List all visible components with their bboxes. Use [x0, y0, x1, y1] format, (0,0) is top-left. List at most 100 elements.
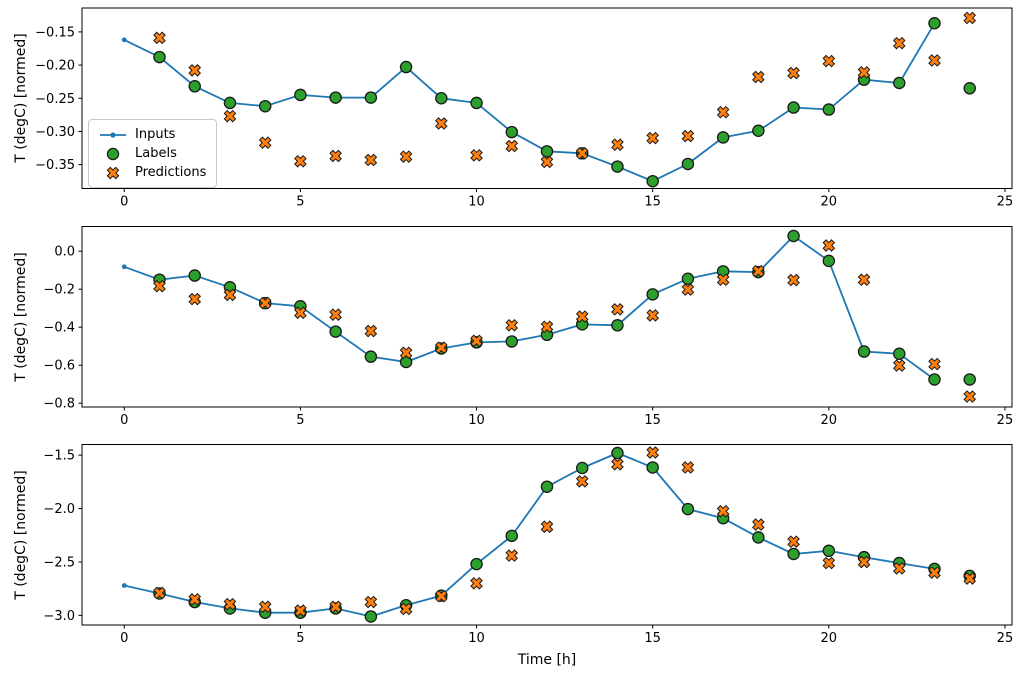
label-point	[364, 610, 378, 623]
label-point	[822, 544, 836, 558]
prediction-point	[258, 136, 272, 150]
label-point	[822, 103, 836, 116]
axes-frame	[81, 444, 1013, 626]
prediction-point	[822, 239, 836, 252]
label-point	[364, 350, 378, 363]
prediction-point	[399, 346, 413, 360]
prediction-point	[294, 306, 307, 320]
x-tick-label: 15	[644, 631, 661, 646]
y-tick-label: −0.15	[35, 25, 75, 40]
label-point	[364, 91, 378, 104]
prediction-point	[787, 273, 800, 287]
label-point	[963, 373, 976, 386]
prediction-point	[752, 70, 765, 84]
x-tick-label: 0	[120, 413, 128, 428]
prediction-point	[928, 566, 941, 579]
prediction-point	[223, 288, 237, 302]
prediction-point	[752, 264, 765, 278]
x-axis-label: Time [h]	[517, 652, 577, 668]
label-point	[505, 125, 519, 139]
x-tick-label: 5	[296, 195, 304, 210]
label-point	[435, 92, 448, 105]
y-tick-label: −0.30	[35, 125, 75, 140]
label-point	[611, 446, 624, 460]
y-tick-label: −0.4	[43, 321, 75, 336]
prediction-point	[329, 600, 342, 614]
prediction-point	[294, 154, 307, 168]
legend-label-predictions: Predictions	[135, 164, 207, 180]
label-point	[681, 272, 695, 285]
prediction-point	[646, 446, 660, 459]
y-tick-label: −0.8	[43, 397, 75, 412]
prediction-point	[928, 357, 941, 371]
prediction-point	[822, 54, 836, 68]
label-point	[646, 461, 659, 474]
label-point	[681, 157, 695, 171]
subplot-bottom: 0 5 10 15 20 25 −1.5 −2.0 −2.5 −3.0	[43, 444, 1014, 646]
x-tick-label: 15	[644, 413, 661, 428]
label-point	[787, 229, 800, 243]
label-point	[540, 145, 554, 158]
x-tick-label: 25	[997, 631, 1014, 646]
y-tick-label: −2.5	[43, 555, 75, 570]
y-tick-label: −0.2	[43, 283, 75, 298]
label-point	[787, 547, 800, 561]
prediction-point	[434, 589, 448, 603]
label-point	[893, 347, 906, 361]
label-point	[505, 529, 519, 543]
prediction-point	[892, 562, 906, 575]
prediction-point	[399, 602, 413, 616]
label-point	[963, 82, 976, 95]
x-tick-label: 0	[120, 631, 128, 646]
prediction-point	[963, 390, 977, 403]
input-point	[121, 583, 127, 588]
prediction-point	[329, 308, 342, 321]
label-point	[575, 461, 589, 475]
prediction-point	[822, 556, 836, 570]
y-axis-label-bottom: T (degC) [normed]	[13, 469, 29, 600]
input-point	[121, 264, 127, 270]
y-tick-label: −1.5	[43, 449, 75, 464]
prediction-point	[681, 461, 695, 474]
prediction-point	[963, 11, 977, 25]
label-point	[223, 96, 237, 110]
label-point	[857, 345, 871, 358]
predictions-x-icon	[106, 166, 120, 179]
y-axis-label-top: T (degC) [normed]	[13, 33, 29, 164]
y-tick-label: −2.0	[43, 502, 75, 517]
prediction-point	[928, 54, 941, 67]
x-tick-label: 5	[296, 413, 304, 428]
legend-label-labels: Labels	[135, 145, 177, 161]
prediction-point	[681, 283, 695, 296]
prediction-point	[540, 520, 554, 534]
input-point	[121, 37, 127, 43]
y-tick-label: −3.0	[43, 609, 75, 624]
subplot-middle: 0 5 10 15 20 25 0.0 −0.2 −0.4 −0.6 −0.8	[43, 226, 1013, 428]
legend-label-inputs: Inputs	[135, 126, 176, 142]
prediction-point	[223, 597, 237, 611]
prediction-point	[470, 148, 483, 162]
label-point	[787, 101, 800, 114]
label-point	[716, 131, 730, 144]
prediction-point	[364, 324, 378, 338]
prediction-point	[540, 320, 554, 334]
axes-frame	[81, 226, 1013, 408]
prediction-point	[153, 586, 166, 600]
prediction-point	[223, 109, 237, 123]
prediction-point	[434, 341, 448, 355]
label-point	[611, 319, 624, 332]
x-tick-label: 25	[997, 195, 1014, 210]
x-tick-label: 5	[296, 631, 304, 646]
label-point	[153, 50, 166, 64]
x-tick-label: 20	[821, 631, 838, 646]
prediction-point	[153, 279, 166, 293]
prediction-point	[329, 149, 342, 163]
label-point	[681, 502, 695, 516]
prediction-point	[505, 318, 519, 332]
prediction-point	[575, 310, 589, 323]
legend-item-predictions: Predictions	[98, 163, 207, 182]
label-point	[470, 557, 483, 571]
inputs-line-icon	[100, 131, 126, 138]
prediction-point	[857, 555, 871, 569]
